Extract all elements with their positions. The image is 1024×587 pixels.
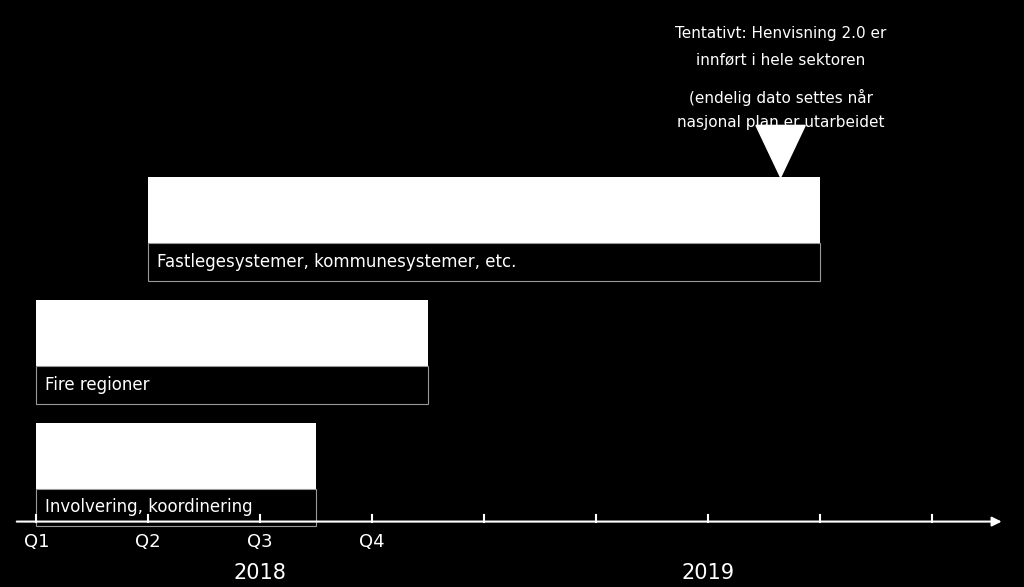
Bar: [148, 177, 820, 244]
Bar: [37, 300, 428, 366]
Text: Q4: Q4: [359, 533, 385, 551]
Bar: [148, 244, 820, 281]
Bar: [37, 423, 316, 488]
Text: 2018: 2018: [233, 563, 287, 583]
Polygon shape: [756, 126, 805, 177]
Text: Q3: Q3: [248, 533, 273, 551]
Bar: [37, 488, 316, 527]
Text: nasjonal plan er utarbeidet: nasjonal plan er utarbeidet: [677, 115, 885, 130]
Text: (endelig dato settes når: (endelig dato settes når: [688, 89, 872, 106]
Text: Fastlegesystemer, kommunesystemer, etc.: Fastlegesystemer, kommunesystemer, etc.: [158, 253, 516, 271]
Text: Fire regioner: Fire regioner: [45, 376, 150, 394]
Text: Tentativt: Henvisning 2.0 er: Tentativt: Henvisning 2.0 er: [675, 26, 887, 41]
Text: Q1: Q1: [24, 533, 49, 551]
Text: innført i hele sektoren: innført i hele sektoren: [696, 53, 865, 68]
Text: 2019: 2019: [681, 563, 734, 583]
Text: Q2: Q2: [135, 533, 161, 551]
Bar: [37, 366, 428, 404]
Text: Involvering, koordinering: Involvering, koordinering: [45, 498, 253, 517]
